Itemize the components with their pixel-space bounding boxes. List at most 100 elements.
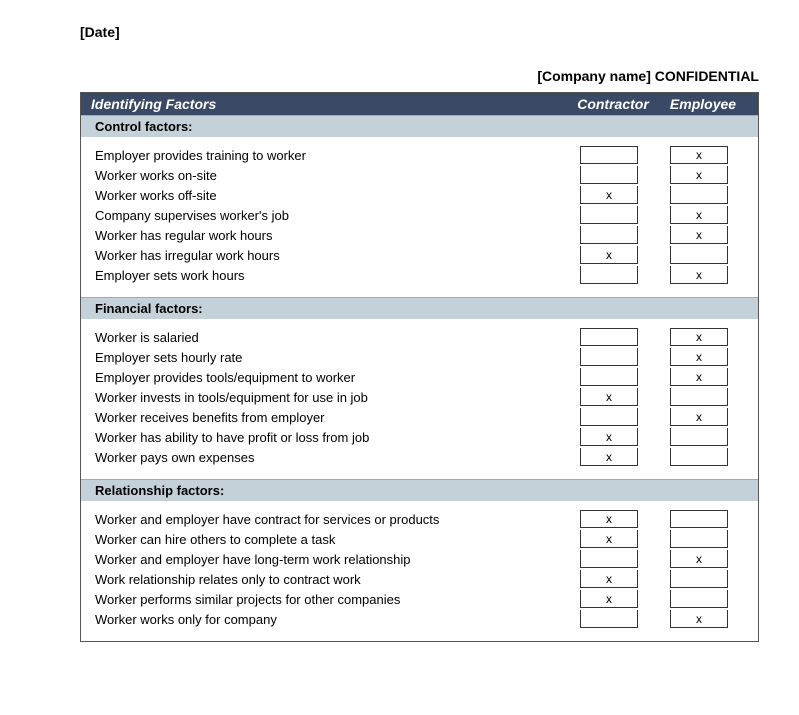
contractor-cell-wrap: x	[564, 510, 654, 528]
employee-cell: x	[670, 550, 728, 568]
contractor-cell-wrap	[564, 266, 654, 284]
contractor-cell: x	[580, 388, 638, 406]
table-row: Worker and employer have long-term work …	[95, 549, 744, 569]
employee-cell-wrap: x	[654, 550, 744, 568]
check-mark: x	[696, 411, 702, 423]
employee-cell	[670, 530, 728, 548]
employee-cell: x	[670, 206, 728, 224]
row-label: Worker is salaried	[95, 330, 564, 345]
check-mark: x	[696, 613, 702, 625]
contractor-cell: x	[580, 570, 638, 588]
row-label: Work relationship relates only to contra…	[95, 572, 564, 587]
table-row: Worker can hire others to complete a tas…	[95, 529, 744, 549]
employee-cell-wrap	[654, 388, 744, 406]
row-label: Worker has ability to have profit or los…	[95, 430, 564, 445]
contractor-cell	[580, 266, 638, 284]
contractor-cell: x	[580, 246, 638, 264]
employee-cell-wrap: x	[654, 226, 744, 244]
contractor-cell-wrap	[564, 226, 654, 244]
row-label: Worker receives benefits from employer	[95, 410, 564, 425]
employee-cell	[670, 448, 728, 466]
contractor-cell: x	[580, 530, 638, 548]
contractor-cell-wrap: x	[564, 448, 654, 466]
check-mark: x	[696, 269, 702, 281]
page: [Date] [Company name] CONFIDENTIAL Ident…	[0, 0, 799, 666]
table-row: Worker invests in tools/equipment for us…	[95, 387, 744, 407]
contractor-cell	[580, 146, 638, 164]
employee-cell-wrap	[654, 510, 744, 528]
table-row: Worker works off-site x	[95, 185, 744, 205]
employee-cell: x	[670, 348, 728, 366]
contractor-cell	[580, 408, 638, 426]
table-row: Employer sets hourly rate x	[95, 347, 744, 367]
contractor-cell: x	[580, 510, 638, 528]
contractor-cell	[580, 368, 638, 386]
check-mark: x	[696, 149, 702, 161]
table-row: Employer provides training to worker x	[95, 145, 744, 165]
employee-cell	[670, 590, 728, 608]
contractor-cell	[580, 226, 638, 244]
contractor-cell: x	[580, 428, 638, 446]
date-placeholder: [Date]	[80, 24, 759, 40]
row-label: Employer provides tools/equipment to wor…	[95, 370, 564, 385]
header-factors: Identifying Factors	[91, 96, 568, 112]
employee-cell-wrap: x	[654, 610, 744, 628]
row-label: Worker and employer have contract for se…	[95, 512, 564, 527]
employee-cell	[670, 428, 728, 446]
table-row: Employer provides tools/equipment to wor…	[95, 367, 744, 387]
check-mark: x	[696, 209, 702, 221]
table-row: Worker works only for companyx	[95, 609, 744, 629]
check-mark: x	[696, 553, 702, 565]
contractor-cell-wrap	[564, 348, 654, 366]
employee-cell-wrap: x	[654, 266, 744, 284]
employee-cell	[670, 186, 728, 204]
row-label: Worker pays own expenses	[95, 450, 564, 465]
row-label: Employer sets hourly rate	[95, 350, 564, 365]
employee-cell-wrap: x	[654, 348, 744, 366]
employee-cell-wrap	[654, 530, 744, 548]
section-rows: Worker and employer have contract for se…	[81, 501, 758, 641]
contractor-cell-wrap: x	[564, 428, 654, 446]
contractor-cell-wrap	[564, 206, 654, 224]
table-row: Worker has regular work hoursx	[95, 225, 744, 245]
check-mark: x	[606, 431, 612, 443]
employee-cell	[670, 510, 728, 528]
employee-cell: x	[670, 408, 728, 426]
table-header-row: Identifying Factors Contractor Employee	[81, 93, 758, 115]
contractor-cell	[580, 550, 638, 568]
confidential-line: [Company name] CONFIDENTIAL	[80, 68, 759, 84]
employee-cell-wrap	[654, 590, 744, 608]
check-mark: x	[606, 189, 612, 201]
section-header: Control factors:	[81, 115, 758, 137]
row-label: Worker and employer have long-term work …	[95, 552, 564, 567]
row-label: Employer provides training to worker	[95, 148, 564, 163]
row-label: Employer sets work hours	[95, 268, 564, 283]
row-label: Worker works off-site	[95, 188, 564, 203]
contractor-cell	[580, 166, 638, 184]
row-label: Worker works on-site	[95, 168, 564, 183]
employee-cell: x	[670, 226, 728, 244]
contractor-cell-wrap: x	[564, 570, 654, 588]
table-row: Worker has irregular work hoursx	[95, 245, 744, 265]
employee-cell-wrap	[654, 186, 744, 204]
check-mark: x	[606, 451, 612, 463]
table-row: Worker works on-sitex	[95, 165, 744, 185]
check-mark: x	[606, 593, 612, 605]
row-label: Company supervises worker's job	[95, 208, 564, 223]
table-row: Worker receives benefits from employer x	[95, 407, 744, 427]
contractor-cell-wrap: x	[564, 590, 654, 608]
section-header: Relationship factors:	[81, 479, 758, 501]
section-rows: Worker is salariedxEmployer sets hourly …	[81, 319, 758, 479]
check-mark: x	[606, 391, 612, 403]
employee-cell-wrap	[654, 246, 744, 264]
row-label: Worker invests in tools/equipment for us…	[95, 390, 564, 405]
contractor-cell-wrap	[564, 328, 654, 346]
contractor-cell-wrap: x	[564, 186, 654, 204]
employee-cell-wrap: x	[654, 328, 744, 346]
employee-cell: x	[670, 328, 728, 346]
employee-cell: x	[670, 368, 728, 386]
table-row: Employer sets work hours x	[95, 265, 744, 285]
employee-cell-wrap: x	[654, 206, 744, 224]
contractor-cell	[580, 206, 638, 224]
table-row: Worker performs similar projects for oth…	[95, 589, 744, 609]
